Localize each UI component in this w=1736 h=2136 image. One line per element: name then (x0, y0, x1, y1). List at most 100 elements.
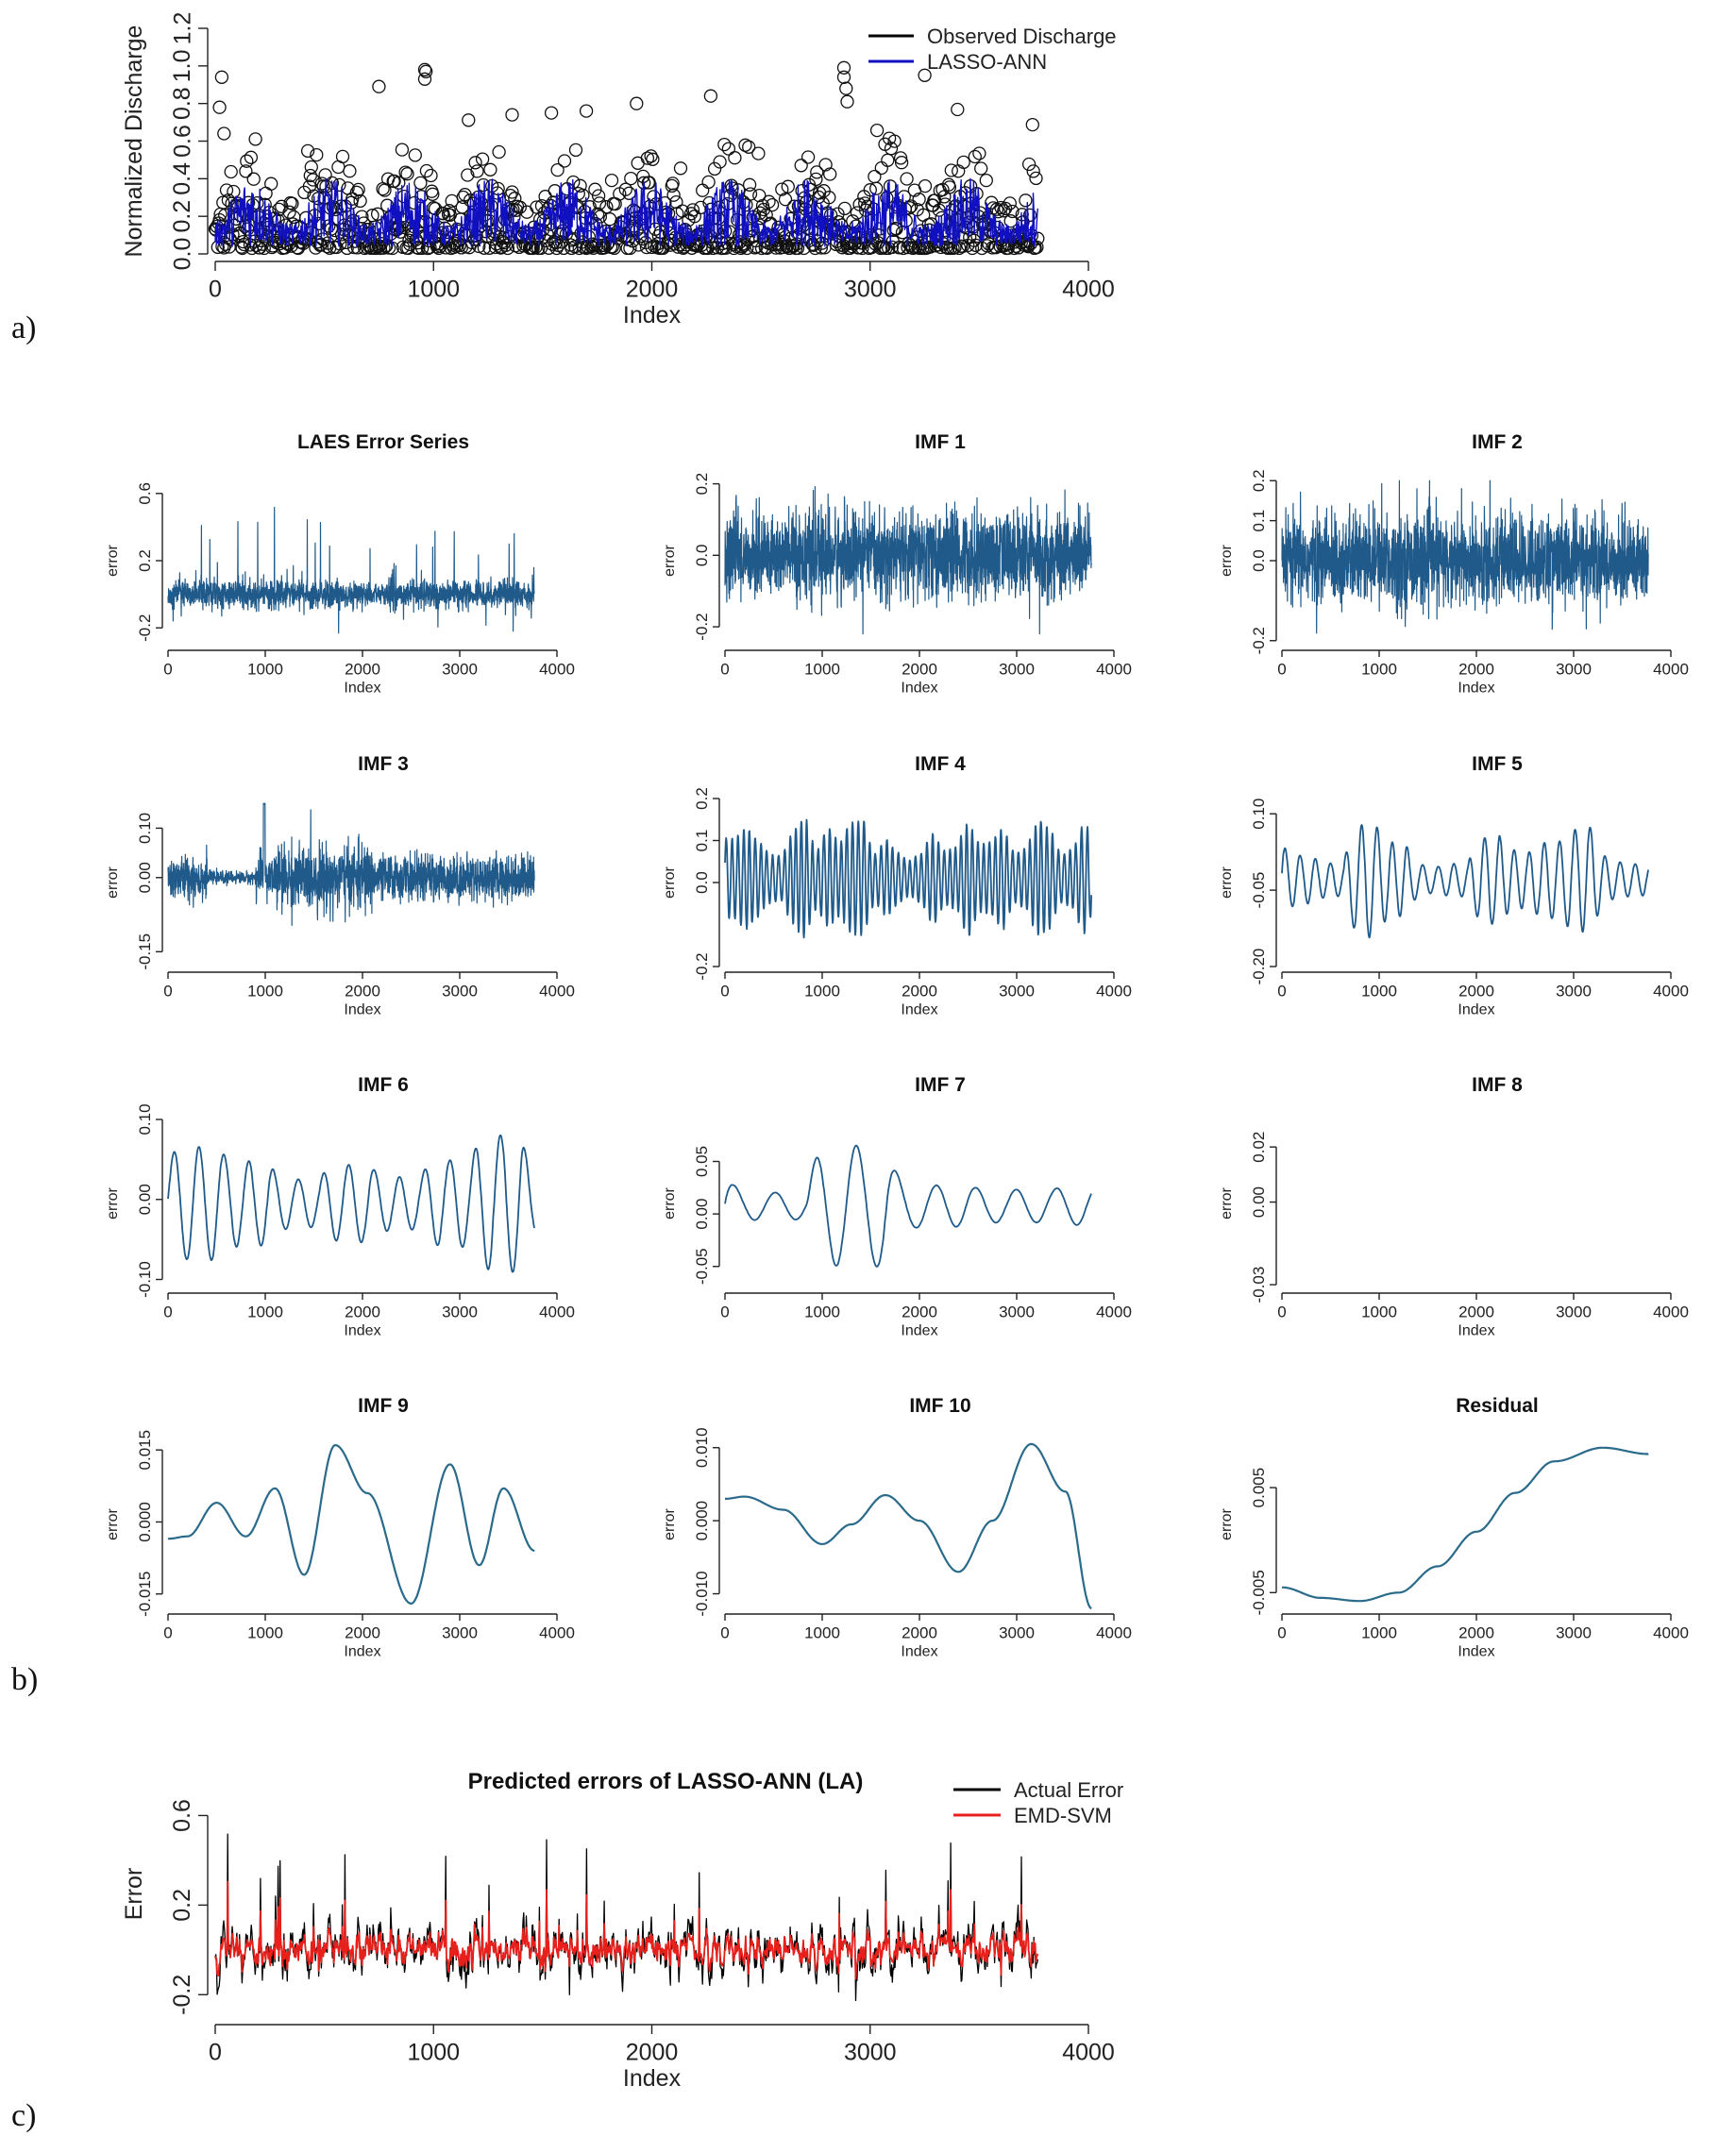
y-axis-label: error (105, 1186, 121, 1219)
chart-title: IMF 3 (358, 753, 409, 775)
x-tick-label: 0 (163, 983, 172, 1001)
observed-point (991, 205, 1005, 219)
y-tick-label: 0.2 (169, 1889, 195, 1922)
observed-point (952, 164, 966, 178)
observed-point (780, 240, 795, 254)
x-tick-label: 2000 (1458, 661, 1494, 679)
observed-point (498, 238, 514, 252)
x-tick-label: 3000 (1556, 1624, 1592, 1642)
x-tick-label: 3000 (999, 661, 1035, 679)
y-tick-label: -0.2 (169, 1975, 195, 2015)
observed-point (951, 102, 965, 117)
observed-point (738, 138, 752, 152)
observed-point (1019, 193, 1033, 208)
observed-point (351, 182, 365, 197)
series-line (724, 1442, 1092, 1610)
y-tick-label: 0.000 (136, 1502, 154, 1542)
observed-point (224, 164, 238, 179)
x-tick-label: 1000 (1361, 661, 1397, 679)
observed-point (244, 150, 259, 164)
y-tick-label: 0.2 (169, 200, 195, 233)
y-axis-label: error (1219, 866, 1235, 898)
x-axis-label: Index (1458, 680, 1494, 696)
observed-point (675, 204, 690, 218)
y-tick-label: 0.000 (693, 1501, 711, 1541)
y-tick-label: 0.0 (1250, 549, 1268, 572)
x-tick-label: 1000 (1361, 983, 1397, 1001)
observed-point (762, 194, 776, 209)
y-tick-label: 0.10 (1250, 799, 1268, 830)
observed-point (666, 188, 681, 202)
observed-point (579, 104, 594, 118)
observed-point (863, 183, 877, 197)
y-axis-label: error (1219, 544, 1235, 576)
observed-point (219, 183, 234, 197)
y-tick-label: -0.15 (136, 933, 154, 970)
observed-point (778, 193, 793, 207)
x-tick-label: 4000 (1096, 983, 1132, 1001)
observed-point (942, 180, 957, 194)
observed-point (716, 236, 730, 251)
observed-point (956, 155, 970, 170)
x-tick-label: 1000 (247, 983, 283, 1001)
x-axis-label: Index (901, 680, 937, 696)
y-axis-label: error (1219, 1186, 1235, 1219)
x-tick-label: 2000 (902, 1303, 937, 1321)
observed-point (282, 205, 296, 219)
observed-point (646, 152, 660, 166)
x-tick-label: 3000 (442, 661, 478, 679)
chart-title: IMF 9 (358, 1395, 409, 1417)
observed-point (306, 173, 320, 187)
series-line (167, 1444, 535, 1605)
x-axis-label: Index (344, 680, 380, 696)
y-tick-label: -0.05 (693, 1248, 711, 1285)
observed-point (419, 163, 434, 178)
observed-point (257, 241, 271, 256)
observed-point (395, 143, 410, 157)
observed-point (836, 60, 851, 75)
x-axis-label: Index (1458, 1001, 1494, 1018)
observed-point (285, 196, 299, 210)
x-tick-label: 3000 (999, 983, 1035, 1001)
observed-point (333, 237, 347, 251)
x-tick-label: 0 (1277, 661, 1286, 679)
observed-point (839, 81, 853, 95)
observed-point (944, 163, 958, 177)
y-tick-label: -0.005 (1250, 1570, 1268, 1615)
x-tick-label: 1000 (247, 1624, 283, 1642)
x-tick-label: 4000 (1653, 661, 1689, 679)
chart-b10: 0 1000 2000 3000 4000 -0.015 0.000 0.015 Index er… (105, 1395, 575, 1659)
observed-point (557, 154, 572, 168)
observed-point (765, 197, 780, 212)
observed-point (314, 177, 329, 191)
observed-point (607, 241, 621, 256)
series-line (1281, 824, 1649, 939)
x-tick-label: 1000 (247, 1303, 283, 1321)
observed-point (592, 196, 607, 210)
x-tick-label: 0 (1277, 1303, 1286, 1321)
x-tick-label: 0 (1277, 1624, 1286, 1642)
observed-point (998, 201, 1013, 216)
observed-point (840, 94, 854, 109)
lasso-ann-line (214, 177, 1038, 247)
x-tick-label: 2000 (1458, 1624, 1494, 1642)
chart-title: IMF 5 (1472, 753, 1523, 775)
y-tick-label: -0.20 (1250, 949, 1268, 985)
observed-point (965, 241, 980, 256)
x-axis-label: Index (1458, 1643, 1494, 1659)
observed-point (312, 238, 328, 252)
observed-point (847, 227, 861, 242)
y-axis-label: error (105, 544, 121, 576)
x-tick-label: 0 (720, 983, 729, 1001)
panel-label: c) (11, 2098, 36, 2133)
observed-point (1003, 196, 1017, 210)
chart-title: Predicted errors of LASSO-ANN (LA) (468, 1769, 864, 1794)
observed-point (550, 162, 565, 177)
x-axis-label: Index (901, 1643, 937, 1659)
y-tick-label: 0.6 (136, 482, 154, 505)
observed-point (696, 183, 710, 197)
x-tick-label: 3000 (999, 1303, 1035, 1321)
observed-point (974, 161, 988, 176)
y-tick-label: 1.0 (169, 49, 195, 82)
